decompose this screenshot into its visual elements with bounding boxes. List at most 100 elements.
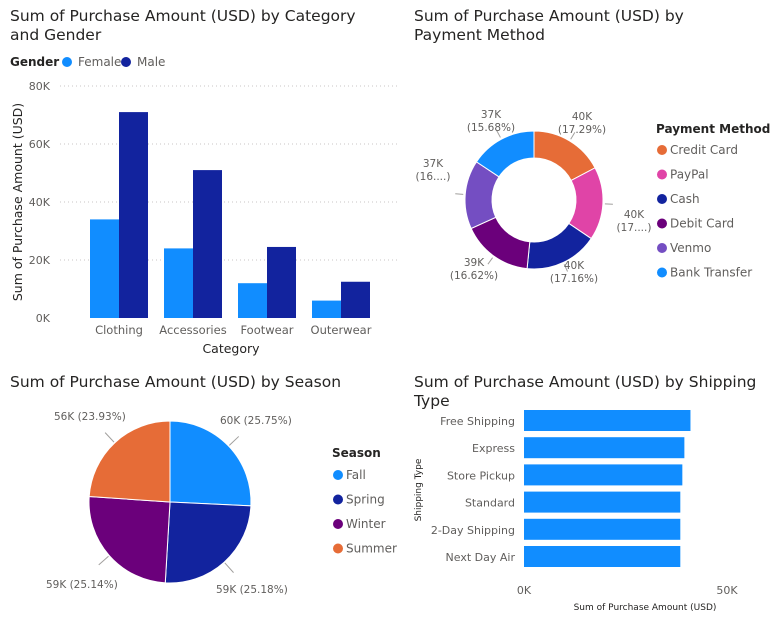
leader-line xyxy=(570,132,576,140)
data-label: 37K xyxy=(481,109,502,121)
data-label: 39K xyxy=(464,257,485,269)
data-label: (17.29%) xyxy=(558,124,606,136)
data-label: (17.16%) xyxy=(550,273,598,285)
leader-line xyxy=(496,130,501,138)
y-tick-label: Standard xyxy=(465,497,515,510)
leader-line xyxy=(228,436,240,446)
data-label: 59K (25.18%) xyxy=(216,584,288,596)
data-label: 37K xyxy=(423,158,444,170)
shipping-bar xyxy=(524,410,691,431)
y-tick-label: Free Shipping xyxy=(440,415,515,428)
x-tick-label: Accessories xyxy=(159,323,226,337)
legend-title: Gender xyxy=(10,55,60,69)
leader-line xyxy=(104,432,115,443)
y-tick-label: 20K xyxy=(29,254,51,267)
data-label: 40K xyxy=(624,209,645,221)
pie-slice-summer xyxy=(88,420,171,503)
leader-line xyxy=(487,257,493,265)
legend-swatch xyxy=(333,470,343,480)
bar-female xyxy=(312,300,341,318)
legend-swatch xyxy=(657,218,667,229)
payment-method-plot: 40K(17.29%)40K(17....)40K(17.16%)39K(16.… xyxy=(416,109,753,285)
y-tick-label: 0K xyxy=(36,312,51,325)
legend-label: Fall xyxy=(346,468,366,482)
chart-title: Sum of Purchase Amount (USD) by Season xyxy=(10,373,342,391)
y-tick-label: Express xyxy=(472,442,515,455)
pie-slice-fall xyxy=(169,420,252,507)
data-label: 60K (25.75%) xyxy=(220,415,292,427)
legend-label: Venmo xyxy=(670,241,711,255)
x-axis-title: Category xyxy=(202,341,260,356)
legend-title: Season xyxy=(332,446,381,460)
bar-male xyxy=(267,246,296,318)
leader-line xyxy=(563,264,568,272)
x-axis-title: Sum of Purchase Amount (USD) xyxy=(574,603,717,613)
bar-female xyxy=(90,219,119,318)
data-label: (15.68%) xyxy=(467,122,515,134)
legend-swatch xyxy=(657,267,667,278)
x-tick-label: Outerwear xyxy=(311,323,372,337)
bar-female xyxy=(238,283,267,318)
y-axis-title: Sum of Purchase Amount (USD) xyxy=(10,103,25,301)
data-label: (16....) xyxy=(416,171,451,183)
legend-label: Credit Card xyxy=(670,143,738,157)
bar-male xyxy=(341,281,370,318)
legend-swatch xyxy=(657,145,667,155)
bar-male xyxy=(193,170,222,318)
legend-swatch-male xyxy=(121,57,131,67)
data-label: (17....) xyxy=(617,222,652,234)
legend-title: Payment Method xyxy=(656,122,771,136)
leader-line xyxy=(224,562,234,573)
chart-title: Sum of Purchase Amount (USD) by Payment … xyxy=(414,7,684,44)
donut-slice-bank-transfer xyxy=(475,130,535,178)
legend-swatch xyxy=(333,519,343,529)
legend-swatch xyxy=(657,194,667,204)
y-tick-label: Next Day Air xyxy=(446,551,516,564)
y-axis-title: Shipping Type xyxy=(414,458,424,521)
shipping-bar xyxy=(524,546,681,567)
y-tick-label: 80K xyxy=(29,80,51,93)
leader-line xyxy=(455,193,464,195)
y-tick-label: 60K xyxy=(29,138,51,151)
chart-title: Sum of Purchase Amount (USD) by Category… xyxy=(10,7,356,44)
season-plot: 60K (25.75%) 59K (25.18%) 59K (25.14%) 56K … xyxy=(46,411,397,596)
data-label: 56K (23.93%) xyxy=(54,411,126,423)
data-label: 40K xyxy=(572,111,593,123)
bar-male xyxy=(119,112,148,318)
y-tick-label: 2-Day Shipping xyxy=(431,524,515,537)
data-label: (16.62%) xyxy=(450,270,498,282)
chart-title: Sum of Purchase Amount (USD) by Shipping… xyxy=(414,373,757,410)
legend-label: Cash xyxy=(670,192,700,206)
legend-label: Winter xyxy=(346,517,386,531)
x-tick-label: Footwear xyxy=(240,323,293,337)
legend-label: Bank Transfer xyxy=(670,266,752,280)
leader-line xyxy=(98,555,109,566)
x-tick-label: 50K xyxy=(716,584,738,597)
legend-label: PayPal xyxy=(670,168,709,182)
bar-female xyxy=(164,248,193,318)
pie-slice-spring xyxy=(164,501,252,584)
x-tick-label: Clothing xyxy=(95,323,143,337)
legend-label: Male xyxy=(137,55,166,69)
legend-label: Spring xyxy=(346,493,385,507)
legend-swatch xyxy=(657,169,667,180)
legend-label: Debit Card xyxy=(670,217,734,231)
data-label: 40K xyxy=(564,260,585,272)
category-gender-plot: 0K 20K 40K 60K 80K Clothing Accessories Footwea… xyxy=(10,80,400,356)
legend-swatch xyxy=(657,243,667,253)
legend-label: Summer xyxy=(346,542,397,556)
x-tick-label: 0K xyxy=(517,584,532,597)
shipping-bar xyxy=(524,491,681,513)
legend-item-female[interactable]: Female xyxy=(62,55,121,69)
y-tick-label: 40K xyxy=(29,196,51,209)
legend-swatch xyxy=(333,494,343,505)
y-tick-label: Store Pickup xyxy=(447,469,515,482)
shipping-bar xyxy=(524,518,681,540)
legend-swatch xyxy=(333,543,343,554)
legend-swatch-female xyxy=(62,57,72,67)
legend-label: Female xyxy=(78,55,122,69)
data-label: 59K (25.14%) xyxy=(46,579,118,591)
shipping-bar xyxy=(524,464,683,486)
legend-item-male[interactable]: Male xyxy=(121,55,165,69)
